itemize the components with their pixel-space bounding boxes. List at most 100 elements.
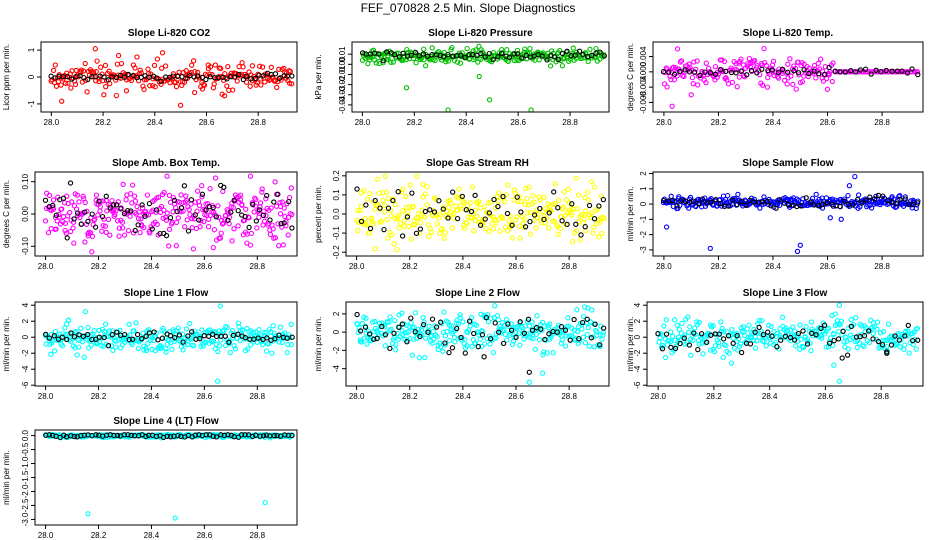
data-point [382,173,388,179]
data-point [218,230,224,236]
x-tick-label: 28.0 [44,118,60,127]
data-point [565,315,571,321]
data-point-highlight [660,69,667,75]
data-point-highlight [720,336,727,342]
data-point-highlight [769,333,775,339]
data-point [845,346,852,352]
data-point-highlight [256,207,263,213]
data-point [115,52,122,59]
data-point [768,323,774,330]
data-point [137,67,143,73]
data-point-highlight [183,75,189,81]
data-point [850,334,856,340]
data-point-highlight [785,69,791,75]
data-point [902,342,908,348]
data-point-highlight [597,49,603,55]
data-point [440,348,446,354]
x-tick-label: 28.0 [650,392,666,401]
data-point [134,203,140,210]
data-point-highlight [228,209,234,215]
data-point [259,189,265,195]
data-point-highlight [527,218,533,225]
data-point-highlight [800,328,806,334]
data-points [359,43,607,113]
data-point [364,196,371,202]
data-point [161,207,167,213]
data-point [262,79,268,85]
data-point [734,84,740,90]
data-point-highlight [181,183,188,189]
data-point [534,313,540,319]
data-point-highlight [427,207,433,213]
data-point [136,209,142,215]
data-point-highlight [218,432,224,438]
x-tick-label: 28.0 [355,118,371,127]
y-tick-label: 0.000 [639,61,648,82]
data-point-highlight [151,329,157,335]
data-point [913,346,919,352]
data-point [834,69,841,75]
data-point [577,237,583,243]
data-point [50,197,57,203]
data-point [753,338,760,344]
data-point [70,225,76,231]
data-point [696,341,702,347]
data-point [139,205,146,211]
data-point-highlight [249,433,256,440]
data-point [364,222,370,228]
data-point-highlight [888,342,895,348]
data-point-highlight [474,52,480,59]
data-point [663,317,669,323]
data-point [364,341,370,347]
data-point [91,328,97,334]
data-point [520,221,526,227]
plot-frame [34,429,298,526]
data-point-highlight [126,336,132,343]
data-point [594,328,600,335]
data-point [102,62,109,69]
data-point [263,348,270,354]
data-point [172,79,179,85]
data-point-highlight [668,344,674,351]
data-point [797,242,803,248]
y-axis-label: ml/min per min. [626,187,635,242]
data-point [581,216,587,222]
data-point [599,336,605,343]
data-point-highlight [479,332,486,338]
data-point-highlight [289,73,295,79]
data-point [177,102,184,108]
data-point [217,235,224,241]
data-point [689,74,696,81]
data-point [358,339,365,345]
data-point [756,318,762,324]
data-point [141,86,147,93]
data-point [59,206,65,212]
data-point [210,244,216,251]
data-point [487,341,493,347]
data-point [585,197,591,203]
x-tick-label: 28.8 [250,118,266,127]
data-point [541,349,547,355]
data-point [514,47,521,54]
data-point [674,46,681,52]
data-point [366,230,372,236]
data-point [715,71,722,77]
data-point [686,205,692,211]
page-title: FEF_070828 2.5 Min. Slope Diagnostics [360,1,576,15]
data-point [408,320,414,326]
data-point [600,332,606,338]
data-point [159,50,166,56]
data-point [392,317,398,324]
data-point-highlight [889,199,895,205]
data-point [513,329,519,336]
data-point [547,63,554,69]
data-point [276,339,282,345]
data-point-highlight [454,325,460,332]
data-point-highlight [85,218,91,225]
data-point [421,57,427,63]
data-point-highlight [562,327,569,333]
data-point [361,187,367,194]
data-point-highlight [289,225,295,231]
data-point [688,352,694,358]
data-point-highlight [551,189,557,195]
